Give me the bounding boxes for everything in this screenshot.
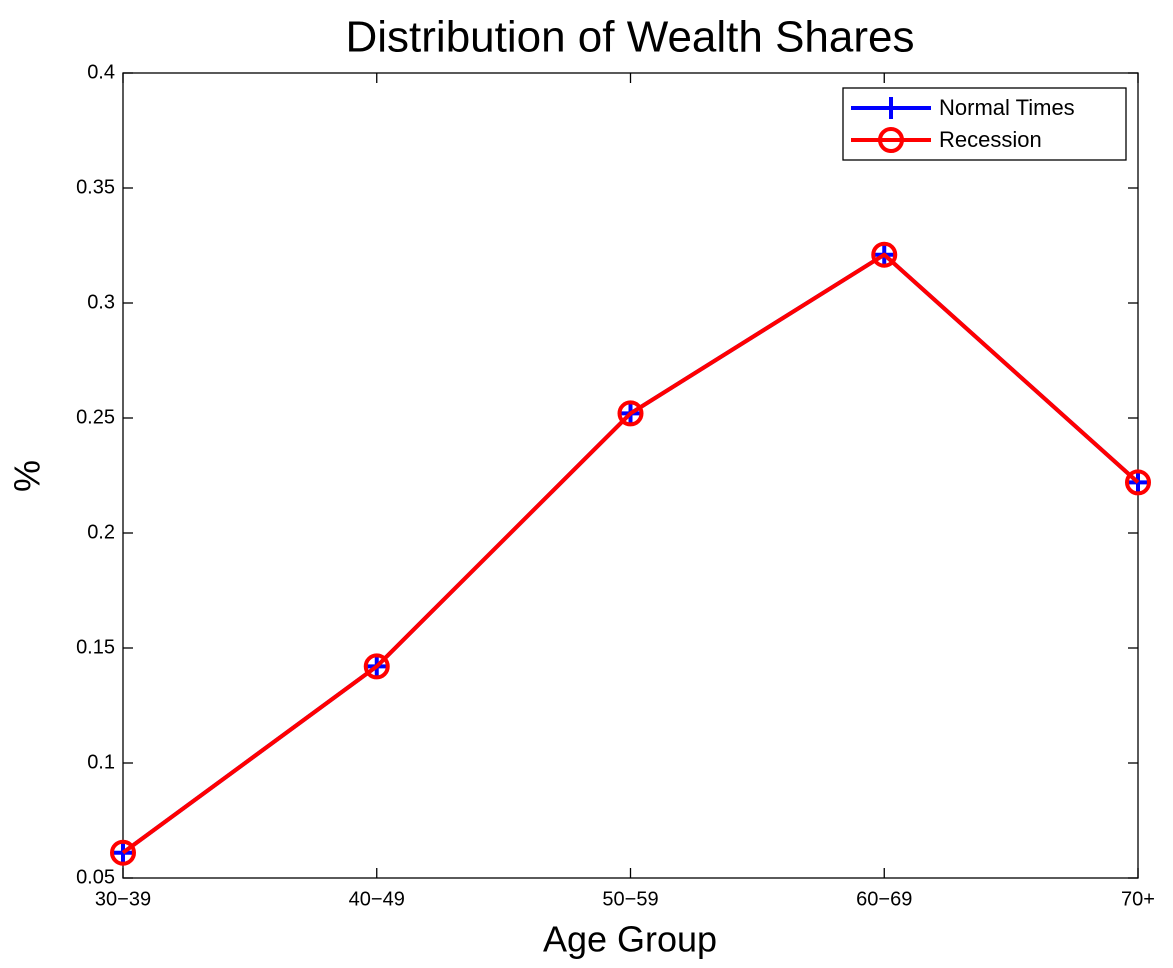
legend-label: Normal Times [939, 95, 1075, 120]
y-tick-label: 0.05 [76, 866, 115, 888]
y-tick-label: 0.2 [87, 521, 115, 543]
x-tick-label: 70+ [1121, 888, 1155, 910]
x-axis-label: Age Group [543, 919, 717, 960]
chart-title: Distribution of Wealth Shares [345, 13, 914, 62]
x-tick-label: 60−69 [856, 888, 912, 910]
x-tick-label: 40−49 [349, 888, 405, 910]
y-tick-label: 0.1 [87, 751, 115, 773]
plot-area [122, 72, 1139, 879]
data-point [363, 653, 390, 680]
y-tick-label: 0.15 [76, 636, 115, 658]
y-tick-label: 0.25 [76, 406, 115, 428]
data-point [1125, 469, 1151, 496]
legend-marker [880, 97, 902, 119]
legend-label: Recession [939, 127, 1042, 152]
x-tick-label: 30−39 [95, 888, 151, 910]
y-tick-label: 0.3 [87, 291, 115, 313]
legend-marker [878, 127, 904, 153]
y-tick-label: 0.4 [87, 61, 115, 83]
data-point [110, 839, 136, 866]
series-line [121, 252, 1140, 855]
x-tick-label: 50−59 [602, 888, 658, 910]
y-tick-label: 0.35 [76, 176, 115, 198]
data-point [617, 400, 644, 427]
data-point [871, 241, 898, 268]
y-axis-label: % [7, 460, 48, 492]
